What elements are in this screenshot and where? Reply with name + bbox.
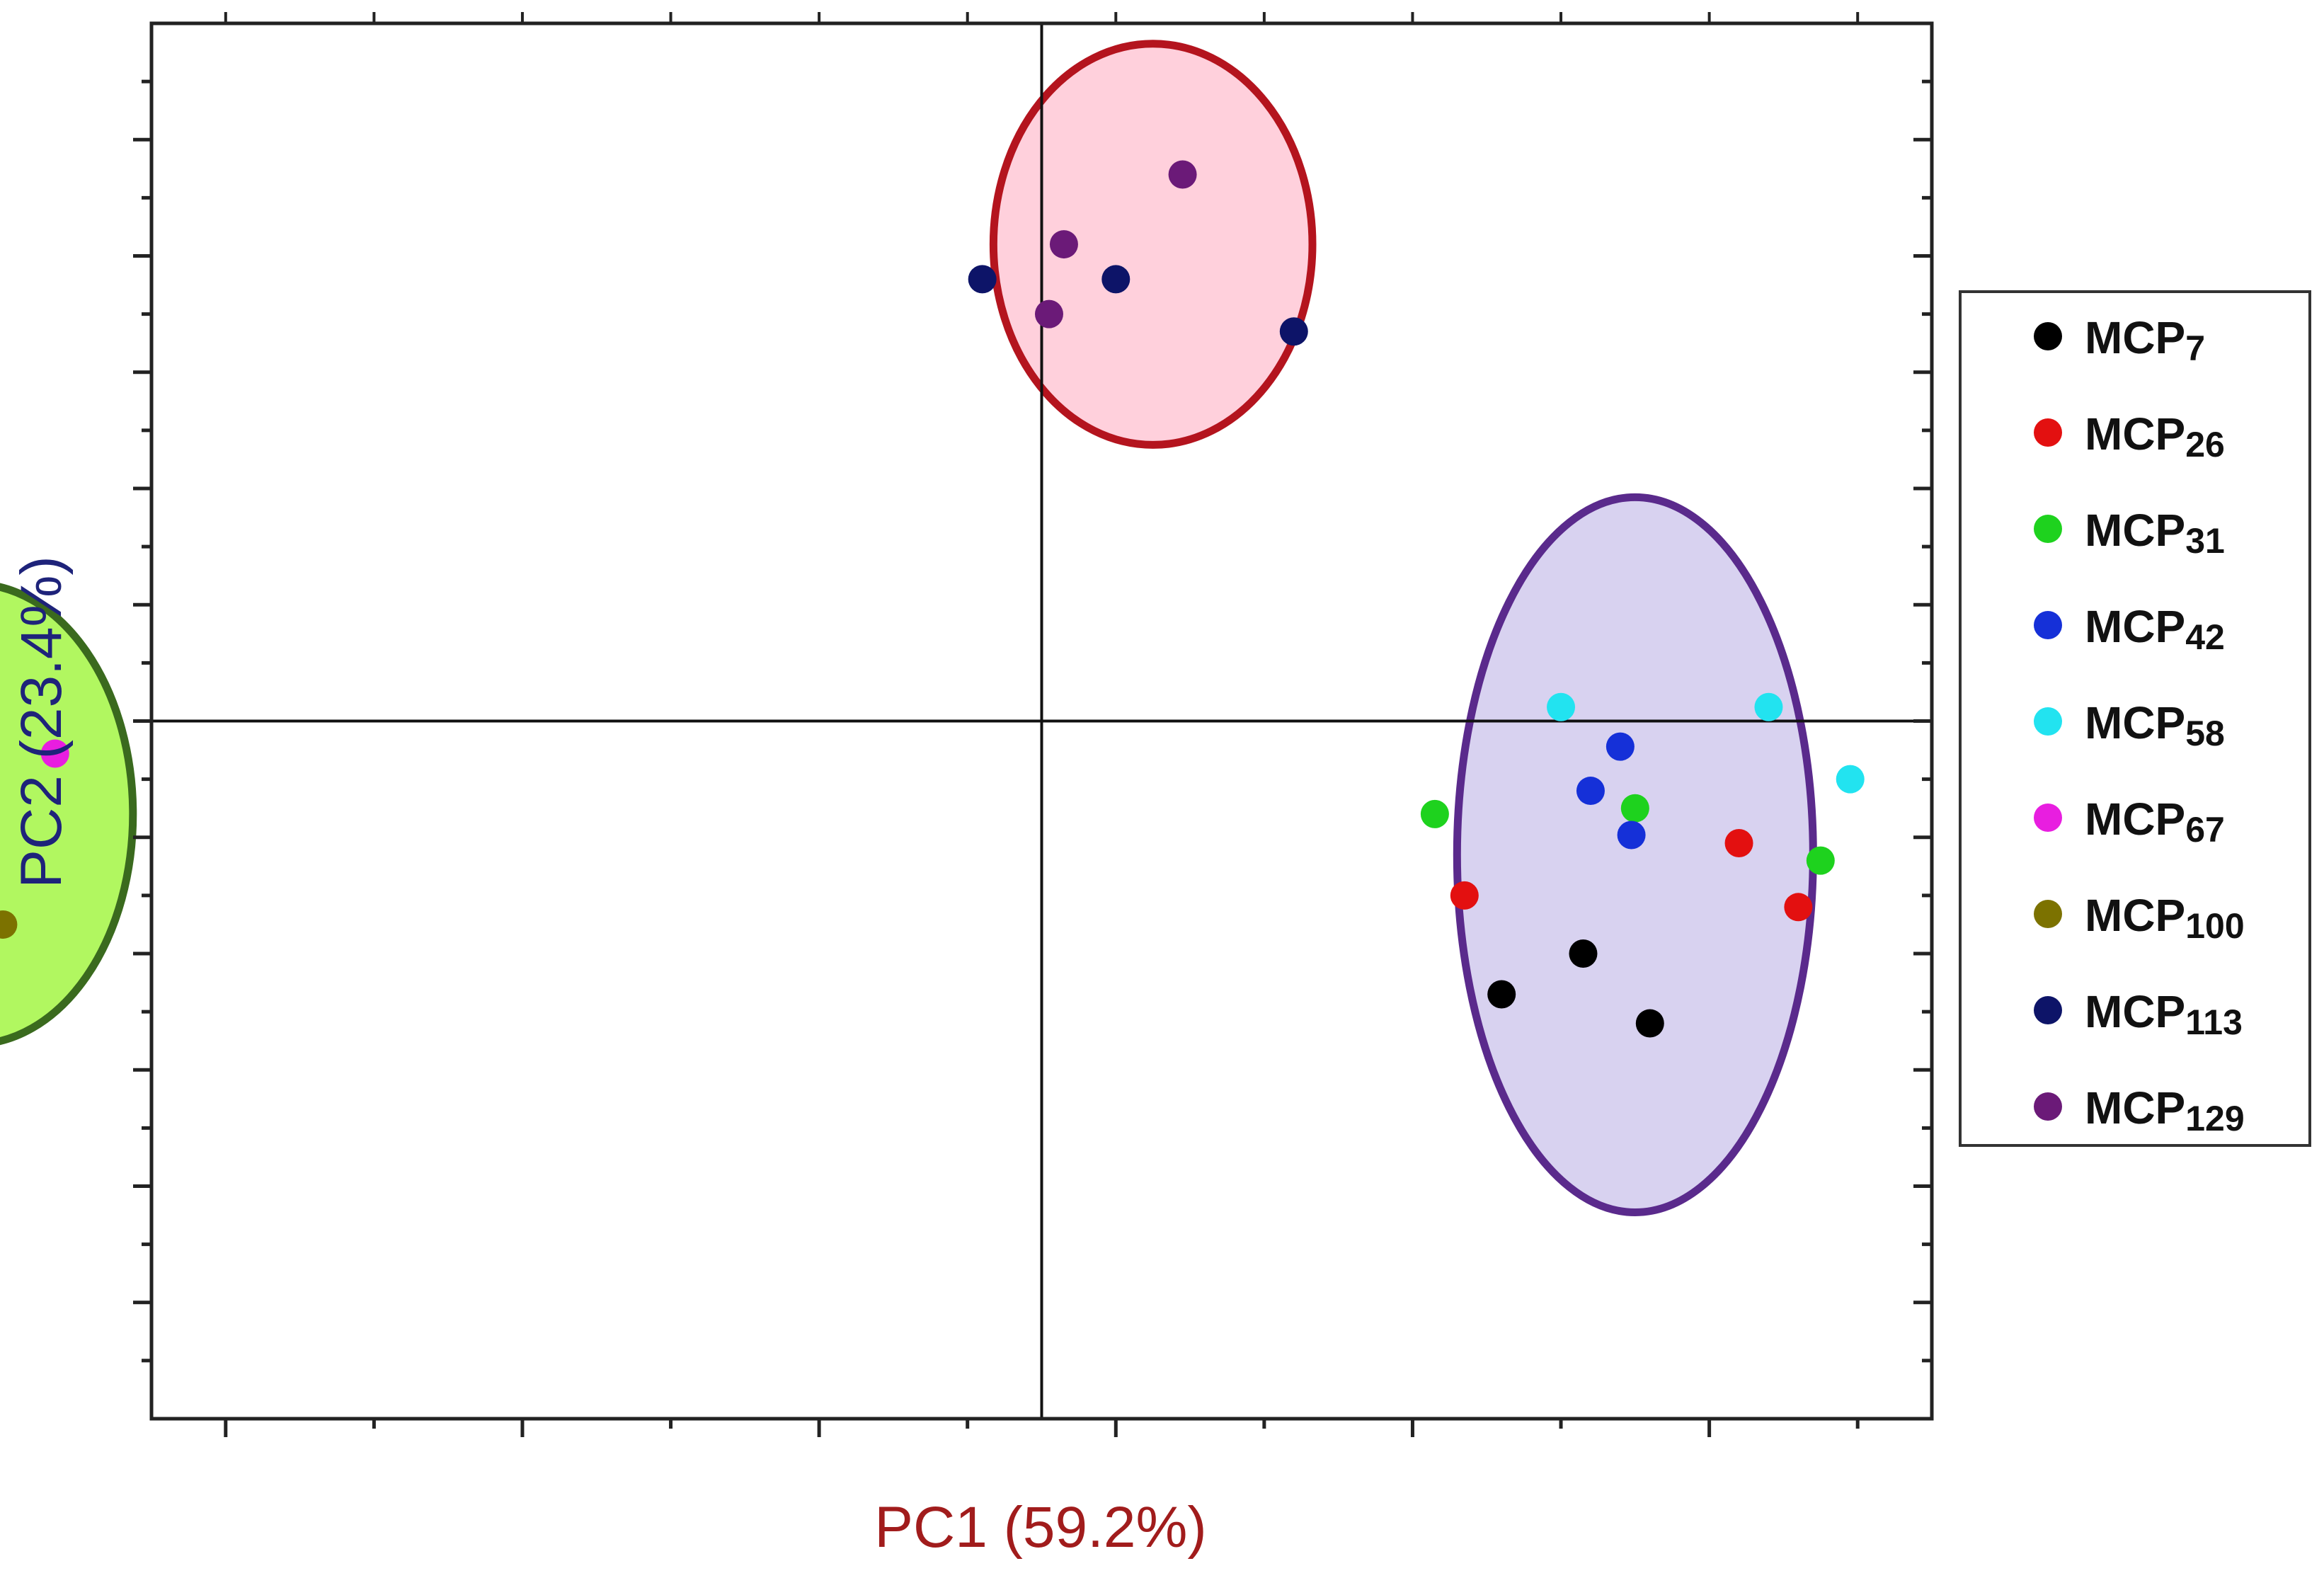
point-mcp58 bbox=[1754, 692, 1783, 721]
legend: MCP7 MCP26 MCP31 MCP42 MCP58 MCP67 MCP100 MCP11… bbox=[1959, 290, 2311, 1147]
cluster-ellipse-3 bbox=[1453, 493, 1817, 1216]
legend-items: MCP7 MCP26 MCP31 MCP42 MCP58 MCP67 MCP100 MCP11… bbox=[2034, 312, 2245, 1138]
point-mcp58 bbox=[1547, 692, 1576, 721]
legend-item-mcp113: MCP113 bbox=[2034, 986, 2243, 1042]
data-points bbox=[0, 160, 1865, 1038]
point-mcp42 bbox=[1576, 777, 1605, 806]
legend-item-mcp31: MCP31 bbox=[2034, 505, 2225, 561]
legend-marker bbox=[2034, 707, 2062, 736]
point-mcp113 bbox=[1279, 317, 1308, 346]
legend-label: MCP58 bbox=[2085, 697, 2225, 753]
legend-marker bbox=[2034, 418, 2062, 447]
point-mcp26 bbox=[1450, 881, 1479, 910]
legend-marker bbox=[2034, 900, 2062, 928]
legend-item-mcp42: MCP42 bbox=[2034, 601, 2225, 657]
cluster-ellipse-2 bbox=[0, 583, 137, 1046]
legend-item-mcp26: MCP26 bbox=[2034, 408, 2225, 464]
legend-label: MCP31 bbox=[2085, 505, 2225, 561]
point-mcp31 bbox=[1420, 799, 1449, 828]
point-mcp129 bbox=[1049, 230, 1078, 259]
legend-label: MCP113 bbox=[2085, 986, 2243, 1042]
cluster-ellipse-1 bbox=[989, 40, 1317, 449]
legend-item-mcp100: MCP100 bbox=[2034, 890, 2245, 946]
point-mcp42 bbox=[1605, 732, 1635, 761]
legend-item-mcp67: MCP67 bbox=[2034, 794, 2225, 850]
legend-label: MCP26 bbox=[2085, 408, 2225, 464]
point-mcp100 bbox=[0, 910, 18, 939]
y-axis-title: PC2 (23.4%) bbox=[9, 556, 74, 888]
point-mcp129 bbox=[1034, 299, 1063, 328]
point-mcp31 bbox=[1620, 794, 1649, 823]
legend-label: MCP129 bbox=[2085, 1082, 2245, 1138]
legend-marker bbox=[2034, 611, 2062, 639]
legend-marker bbox=[2034, 322, 2062, 350]
legend-marker bbox=[2034, 996, 2062, 1024]
point-mcp26 bbox=[1724, 828, 1753, 857]
point-mcp31 bbox=[1806, 846, 1835, 875]
point-mcp129 bbox=[1168, 160, 1197, 189]
reference-lines bbox=[151, 23, 1932, 1419]
point-mcp67 bbox=[40, 739, 69, 768]
legend-box bbox=[1959, 290, 2311, 1147]
point-mcp26 bbox=[1784, 893, 1813, 922]
legend-item-mcp7: MCP7 bbox=[2034, 312, 2205, 368]
legend-label: MCP67 bbox=[2085, 794, 2225, 850]
legend-item-mcp129: MCP129 bbox=[2034, 1082, 2245, 1138]
legend-label: MCP42 bbox=[2085, 601, 2225, 657]
legend-label: MCP7 bbox=[2085, 312, 2205, 368]
legend-item-mcp58: MCP58 bbox=[2034, 697, 2225, 753]
x-axis-title: PC1 (59.2%) bbox=[874, 1495, 1206, 1560]
legend-label: MCP100 bbox=[2085, 890, 2245, 946]
point-mcp7 bbox=[1487, 980, 1516, 1009]
point-mcp113 bbox=[1101, 265, 1130, 294]
plot-frame bbox=[133, 12, 1934, 1437]
point-mcp58 bbox=[1836, 765, 1865, 794]
point-mcp7 bbox=[1635, 1009, 1664, 1038]
legend-marker bbox=[2034, 1092, 2062, 1121]
group-ellipses bbox=[0, 40, 1817, 1216]
point-mcp42 bbox=[1617, 821, 1646, 850]
legend-marker bbox=[2034, 804, 2062, 832]
legend-marker bbox=[2034, 515, 2062, 543]
point-mcp113 bbox=[968, 265, 997, 294]
point-mcp7 bbox=[1569, 939, 1598, 968]
